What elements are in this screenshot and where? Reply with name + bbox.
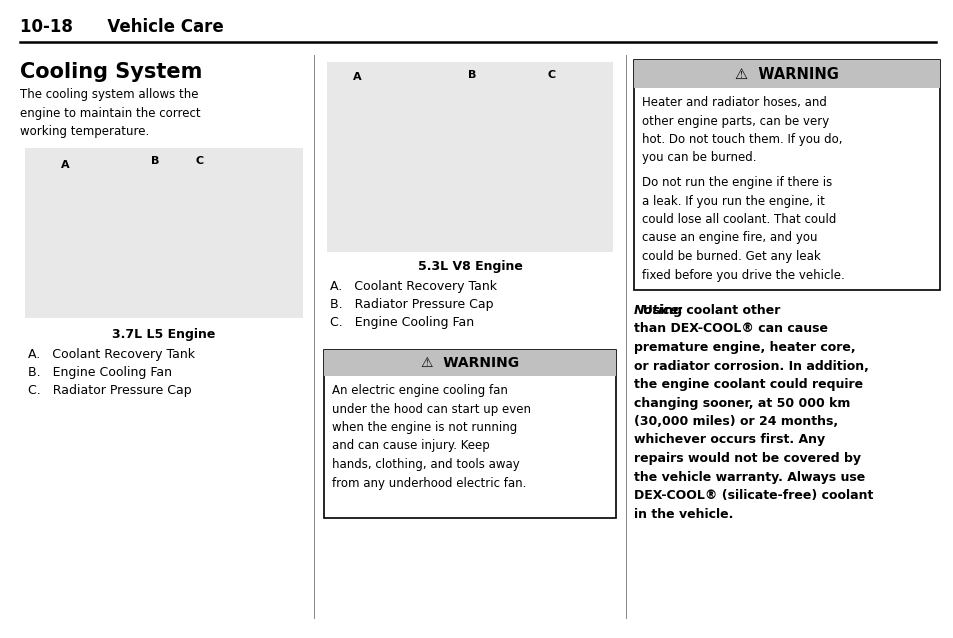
Text: A: A bbox=[61, 160, 70, 170]
Bar bbox=[634, 60, 939, 88]
Text: Do not run the engine if there is
a leak. If you run the engine, it
could lose a: Do not run the engine if there is a leak… bbox=[641, 176, 843, 281]
Text: C: C bbox=[547, 70, 556, 80]
Text: Cooling System: Cooling System bbox=[20, 62, 202, 82]
Text: C.   Radiator Pressure Cap: C. Radiator Pressure Cap bbox=[28, 384, 192, 397]
Text: ⚠  WARNING: ⚠ WARNING bbox=[420, 356, 518, 370]
Text: B.   Radiator Pressure Cap: B. Radiator Pressure Cap bbox=[330, 298, 493, 311]
Text: 5.3L V8 Engine: 5.3L V8 Engine bbox=[417, 260, 522, 273]
Text: Heater and radiator hoses, and
other engine parts, can be very
hot. Do not touch: Heater and radiator hoses, and other eng… bbox=[641, 96, 841, 165]
Text: An electric engine cooling fan
under the hood can start up even
when the engine : An electric engine cooling fan under the… bbox=[332, 384, 531, 489]
Text: C.   Engine Cooling Fan: C. Engine Cooling Fan bbox=[330, 316, 474, 329]
Text: 10-18      Vehicle Care: 10-18 Vehicle Care bbox=[20, 18, 224, 36]
Text: B: B bbox=[467, 70, 476, 80]
Bar bbox=[324, 350, 616, 518]
Text: Using coolant other
than DEX-COOL® can cause
premature engine, heater core,
or r: Using coolant other than DEX-COOL® can c… bbox=[634, 304, 872, 521]
Text: A.   Coolant Recovery Tank: A. Coolant Recovery Tank bbox=[28, 348, 194, 361]
Bar bbox=[327, 62, 613, 252]
Text: C: C bbox=[195, 156, 204, 166]
Bar bbox=[25, 148, 303, 318]
Text: ⚠  WARNING: ⚠ WARNING bbox=[735, 66, 838, 82]
Text: B.   Engine Cooling Fan: B. Engine Cooling Fan bbox=[28, 366, 172, 379]
Text: A: A bbox=[353, 72, 361, 82]
Text: Notice:: Notice: bbox=[634, 304, 683, 317]
Text: 3.7L L5 Engine: 3.7L L5 Engine bbox=[112, 328, 215, 341]
Text: B: B bbox=[151, 156, 159, 166]
Bar bbox=[324, 350, 616, 376]
Text: A.   Coolant Recovery Tank: A. Coolant Recovery Tank bbox=[330, 280, 497, 293]
Bar bbox=[634, 60, 939, 290]
Text: The cooling system allows the
engine to maintain the correct
working temperature: The cooling system allows the engine to … bbox=[20, 88, 200, 138]
